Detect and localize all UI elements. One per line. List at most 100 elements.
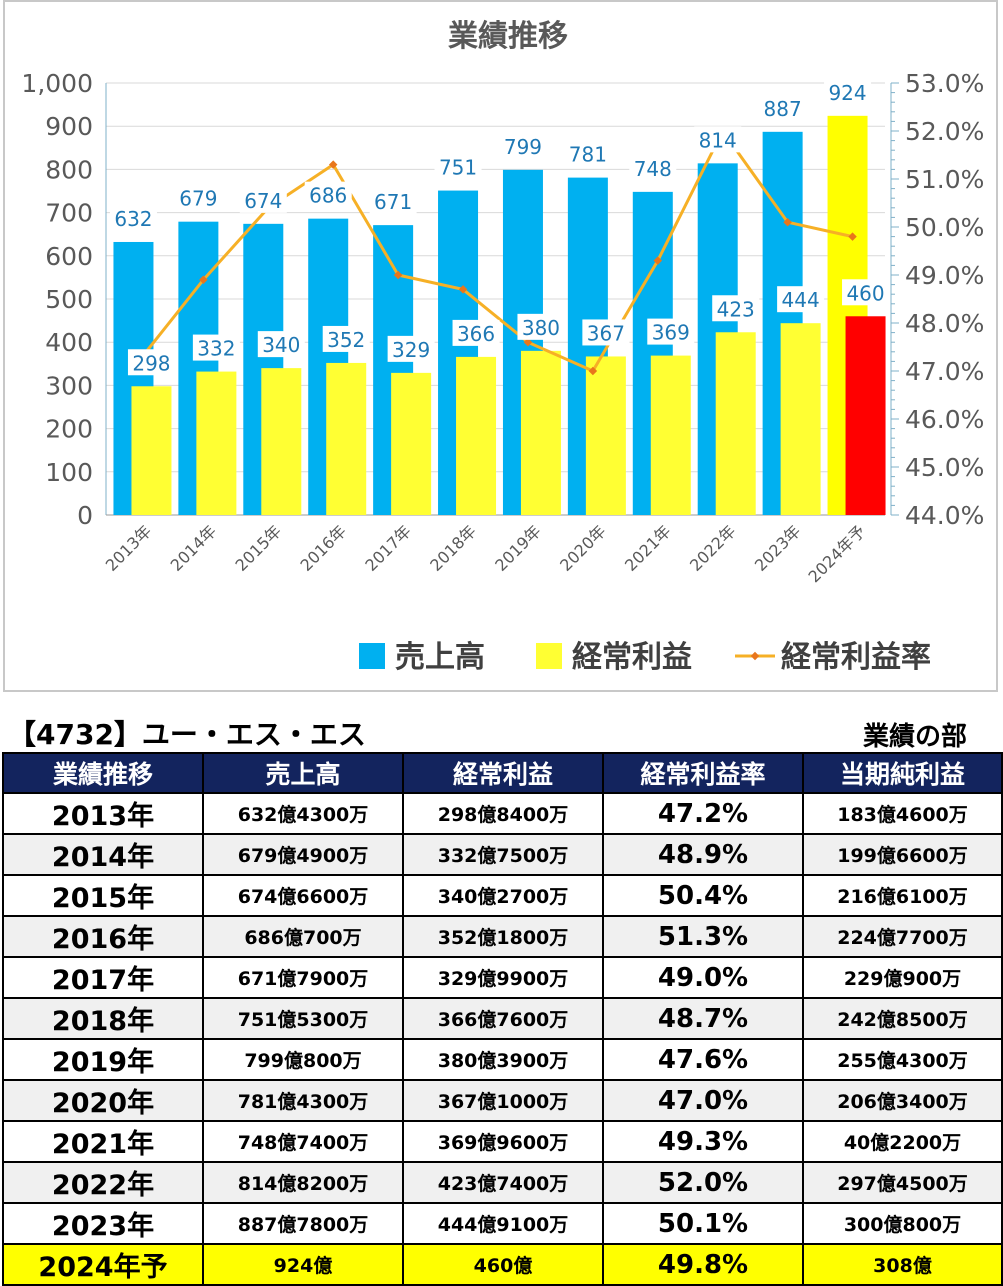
sales-data-label: 671 [374,190,412,214]
profit-bar [585,356,626,515]
cell-period: 2013年 [2,792,204,835]
cell-ordinary-profit: 369億9600万 [402,1120,604,1163]
y2-tick-label: 46.0% [905,405,984,434]
cell-sales: 924億 [202,1243,404,1286]
profit-data-label: 367 [587,321,625,345]
header-sales: 売上高 [202,752,404,794]
rate-point [523,337,533,347]
y-tick-label: 700 [45,199,93,228]
sales-data-label: 748 [634,157,672,181]
x-tick-label: 2013年 [102,521,156,575]
cell-ordinary-profit: 329億9900万 [402,956,604,999]
legend-label-profit: 経常利益 [572,640,692,675]
cell-period: 2022年 [2,1161,204,1204]
x-tick-label: 2014年 [167,521,221,575]
cell-period: 2016年 [2,915,204,958]
cell-sales: 751億5300万 [202,997,404,1040]
profit-bar [520,350,561,515]
x-tick-label: 2018年 [426,521,480,575]
x-tick-label: 2021年 [621,521,675,575]
cell-ordinary-profit: 460億 [402,1243,604,1286]
sales-data-label-bg [434,153,482,180]
cell-ordinary-margin: 49.3% [602,1120,804,1163]
profit-bar [131,386,172,515]
sales-data-label: 799 [504,135,542,159]
cell-sales: 887億7800万 [202,1202,404,1245]
sales-data-label: 632 [114,207,152,231]
profit-data-label: 352 [327,328,365,352]
profit-data-label-bg [387,335,435,362]
profit-bar [261,368,302,515]
profit-data-label-bg [842,279,890,306]
cell-ordinary-margin: 48.7% [602,997,804,1040]
y2-tick-label: 44.0% [905,501,984,530]
legend-label-sales: 売上高 [395,640,485,675]
cell-period: 2023年 [2,1202,204,1245]
table-row: 2021年 748億7400万 369億9600万 49.3% 40億2200万 [2,1120,1003,1163]
profit-data-label-bg [517,313,565,340]
y2-tick-label: 49.0% [905,261,984,290]
y-tick-label: 300 [45,371,93,400]
cell-period: 2018年 [2,997,204,1040]
sales-data-label-bg [564,140,612,167]
table-row: 2024年予 924億 460億 49.8% 308億 [2,1243,1003,1286]
y-tick-label: 400 [45,328,93,357]
cell-ordinary-margin: 47.2% [602,792,804,835]
y2-tick-label: 50.0% [905,213,984,242]
x-tick-label: 2017年 [361,521,415,575]
cell-ordinary-profit: 352億1800万 [402,915,604,958]
profit-data-label-bg [257,331,305,358]
cell-sales: 686億700万 [202,915,404,958]
sales-data-label-bg [499,132,547,159]
profit-data-label: 329 [392,338,430,362]
profit-data-label-bg [322,325,370,352]
table-row: 2022年 814億8200万 423億7400万 52.0% 297億4500万 [2,1161,1003,1204]
cell-net-income: 40億2200万 [802,1120,1003,1163]
header-net-income: 当期純利益 [802,752,1003,794]
profit-bar [650,355,691,515]
cell-ordinary-profit: 340億2700万 [402,874,604,917]
cell-net-income: 199億6600万 [802,833,1003,876]
y-tick-label: 0 [77,501,93,530]
cell-ordinary-margin: 50.1% [602,1202,804,1245]
sales-data-label: 814 [699,128,737,152]
cell-ordinary-margin: 50.4% [602,874,804,917]
cell-ordinary-profit: 367億1000万 [402,1079,604,1122]
cell-period: 2020年 [2,1079,204,1122]
cell-ordinary-profit: 380億3900万 [402,1038,604,1081]
sales-data-label-bg [109,204,157,231]
cell-period: 2024年予 [2,1243,204,1286]
legend-marker-rate [750,651,760,661]
table-row: 2013年 632億4300万 298億8400万 47.2% 183億4600万 [2,792,1003,835]
x-tick-label: 2016年 [296,521,350,575]
cell-period: 2015年 [2,874,204,917]
y-tick-label: 100 [45,458,93,487]
cell-sales: 671億7900万 [202,956,404,999]
cell-net-income: 183億4600万 [802,792,1003,835]
profit-data-label: 332 [197,337,235,361]
y-tick-label: 1,000 [21,69,93,98]
x-tick-label: 2020年 [556,521,610,575]
cell-period: 2017年 [2,956,204,999]
legend-swatch-sales [359,643,385,669]
sales-data-label-bg [694,126,742,153]
cell-ordinary-profit: 366億7600万 [402,997,604,1040]
table-row: 2019年 799億800万 380億3900万 47.6% 255億4300万 [2,1038,1003,1081]
cell-ordinary-margin: 47.0% [602,1079,804,1122]
profit-data-label-bg [777,286,825,313]
x-tick-label: 2019年 [491,521,545,575]
sales-data-label: 686 [309,184,347,208]
profit-data-label: 380 [522,316,560,340]
cell-ordinary-margin: 48.9% [602,833,804,876]
rate-point [199,275,208,285]
chart-frame: 業績推移 0 100 200 300 400 500 600 700 800 900 1,000 44.… [3,0,998,692]
y2-tick-label: 53.0% [905,69,984,98]
cell-sales: 674億6600万 [202,874,404,917]
chart-title: 業績推移 [448,19,568,54]
sales-data-label-bg [239,186,287,213]
cell-sales: 781億4300万 [202,1079,404,1122]
profit-data-label: 444 [782,288,820,312]
table-row: 2023年 887億7800万 444億9100万 50.1% 300億800万 [2,1202,1003,1245]
results-table: 業績推移 売上高 経常利益 経常利益率 当期純利益 2013年 632億4300万… [2,752,1003,1286]
header-ordinary-margin: 経常利益率 [602,752,804,794]
